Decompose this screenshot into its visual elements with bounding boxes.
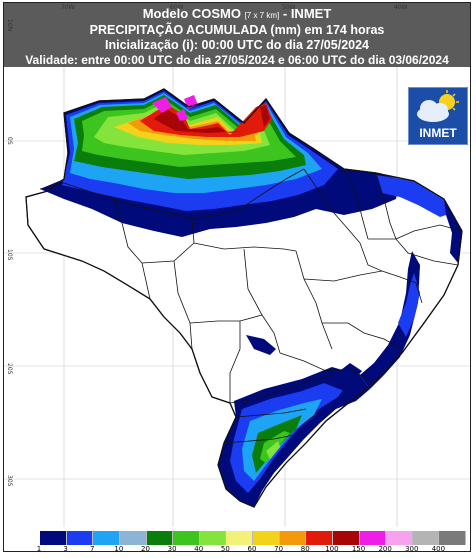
precipitation-legend <box>40 531 466 545</box>
legend-label: 70 <box>274 545 284 553</box>
legend-label: 80 <box>300 545 310 553</box>
legend-swatch <box>173 531 200 545</box>
inmet-logo-text: INMET <box>419 126 457 140</box>
precipitation-map <box>4 67 470 527</box>
legend-swatch <box>412 531 440 545</box>
legend-swatch <box>199 531 227 545</box>
model-source: - INMET <box>282 6 332 21</box>
legend-label: 150 <box>351 545 366 553</box>
legend-label: 100 <box>325 545 339 553</box>
legend-label: 30 <box>167 545 177 553</box>
legend-swatch <box>279 531 307 545</box>
legend-swatch <box>119 531 147 545</box>
legend-swatch <box>66 531 94 545</box>
precip-lightgreen-south <box>266 441 280 459</box>
figure-frame: Modelo COSMO [7 x 7 km] - INMET PRECIPIT… <box>3 2 471 552</box>
precip-blue-eastcoast <box>398 273 420 337</box>
legend-swatch <box>93 531 120 545</box>
legend-label: 1 <box>36 545 42 553</box>
lon-label-60w: 60W <box>170 4 184 11</box>
model-resolution: [7 x 7 km] <box>244 11 280 20</box>
legend-label: 400 <box>431 545 446 553</box>
precip-darkblue-central-west <box>246 335 276 355</box>
legend-swatch <box>253 531 280 545</box>
legend-label: 200 <box>378 545 392 553</box>
sun-cloud-icon <box>417 90 459 122</box>
model-title: Modelo COSMO [7 x 7 km] - INMET <box>4 3 470 23</box>
lat-label-20s: 20S <box>6 363 13 375</box>
map-header: Modelo COSMO [7 x 7 km] - INMET PRECIPIT… <box>4 3 470 67</box>
legend-label: 3 <box>63 545 68 553</box>
state-borders <box>39 168 463 444</box>
precip-blue-northeast <box>376 175 452 217</box>
legend-label: 20 <box>141 545 150 553</box>
lat-label-10n: 10N <box>6 19 13 32</box>
legend-label: 50 <box>220 545 230 553</box>
precip-darkred-north <box>154 105 270 133</box>
lat-label-30s: 30S <box>6 475 13 487</box>
brazil-outline-top <box>25 88 463 508</box>
legend-label: 300 <box>405 545 419 553</box>
precip-magenta-north <box>152 95 198 121</box>
inmet-logo: INMET <box>408 87 468 145</box>
legend-swatch <box>306 531 333 545</box>
legend-swatch <box>386 531 413 545</box>
legend-label: 7 <box>90 545 95 553</box>
legend-label: 60 <box>247 545 257 553</box>
legend-swatch <box>40 531 67 545</box>
legend-label: 40 <box>194 545 204 553</box>
lon-label-50w: 50W <box>282 4 296 11</box>
legend-swatch <box>226 531 253 545</box>
initialization-text: Inicialização (i): 00:00 UTC do dia 27/0… <box>105 38 369 52</box>
lon-label-70w: 70W <box>61 4 75 11</box>
legend-swatch <box>439 531 466 545</box>
legend-labels: 1 3 7 10 20 30 40 50 60 70 80 100 150 200 300 400 <box>0 545 476 555</box>
product-title: PRECIPITAÇÃO ACUMULADA (mm) em 174 horas <box>89 23 385 37</box>
legend-label: 10 <box>114 545 124 553</box>
legend-swatch <box>359 531 387 545</box>
precip-darkblue-northeast <box>444 199 462 263</box>
model-name: Modelo COSMO <box>142 6 241 21</box>
legend-swatch <box>146 531 174 545</box>
lat-label-10s: 10S <box>6 249 13 261</box>
lon-label-40w: 40W <box>394 4 408 11</box>
legend-swatch <box>332 531 360 545</box>
validity-text: Validade: entre 00:00 UTC do dia 27/05/2… <box>25 53 449 67</box>
